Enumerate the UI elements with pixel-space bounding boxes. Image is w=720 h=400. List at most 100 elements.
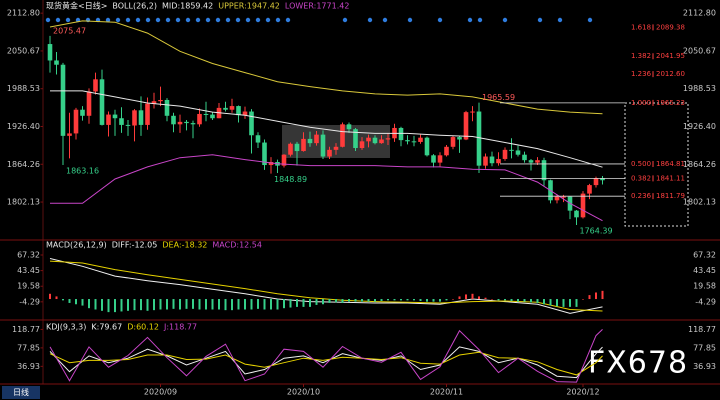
candle-body xyxy=(405,140,410,142)
histogram-bar xyxy=(510,299,513,301)
signal-dot xyxy=(215,17,221,23)
indicator-name: BOLL(26,2) xyxy=(112,2,157,11)
fib-ratio: 1.000 xyxy=(631,99,651,107)
signal-dot xyxy=(65,17,71,23)
y-tick-label: 19.58 xyxy=(17,282,40,291)
histogram-bar xyxy=(146,299,149,311)
signal-dot xyxy=(175,17,181,23)
histogram-bar xyxy=(335,299,337,303)
histogram-bar xyxy=(367,299,370,302)
fib-ratio: 0.500 xyxy=(631,160,651,168)
histogram-bar xyxy=(263,299,266,310)
y-tick-label: 1864.26 xyxy=(683,160,716,169)
candle-body xyxy=(99,79,105,125)
low-label: 1863.16 xyxy=(66,166,99,175)
candle-body xyxy=(554,196,560,201)
signal-dot xyxy=(342,17,348,23)
histogram-bar xyxy=(75,299,77,305)
candle-body xyxy=(242,111,248,116)
histogram-bar xyxy=(432,299,435,302)
signal-dot xyxy=(145,17,151,23)
candle-body xyxy=(47,44,53,61)
signal-dot xyxy=(55,17,61,23)
panel xyxy=(49,258,604,314)
y-tick-label: 2112.80 xyxy=(683,9,716,18)
histogram-bar xyxy=(406,299,409,301)
histogram-bar xyxy=(517,299,519,302)
signal-dot xyxy=(185,17,191,23)
candle-body xyxy=(106,114,111,125)
candle-body xyxy=(158,99,163,102)
histogram-bar xyxy=(328,299,331,303)
period-button-bg[interactable] xyxy=(2,386,40,399)
histogram-bar xyxy=(419,299,422,301)
histogram-bar xyxy=(491,299,493,300)
histogram-bar xyxy=(562,299,565,307)
candle-body xyxy=(307,138,313,144)
x-tick-label: 2020/11 xyxy=(430,388,463,397)
histogram-bar xyxy=(497,299,500,301)
legend-entry: MID:1859.42 xyxy=(162,2,213,11)
signal-dot xyxy=(45,17,51,23)
fib-level: 2012.60 xyxy=(656,70,685,78)
candle-body xyxy=(288,143,293,155)
histogram-bar xyxy=(569,299,571,307)
y-tick-label: 118.77 xyxy=(12,325,40,334)
histogram-bar xyxy=(439,299,441,302)
candle-body xyxy=(489,156,495,164)
y-tick-label: 67.32 xyxy=(693,250,716,259)
histogram-bar xyxy=(387,299,389,301)
signal-dot xyxy=(105,17,111,23)
candle-body xyxy=(574,210,579,218)
candle-body xyxy=(522,154,527,161)
candle-body xyxy=(281,154,287,166)
legend-entry: DEA:-18.32 xyxy=(162,241,207,250)
histogram-bar xyxy=(159,299,162,310)
legend-entry: K:79.67 xyxy=(91,323,122,332)
histogram-bar xyxy=(205,299,207,310)
signal-dot xyxy=(502,17,508,23)
period-button[interactable]: 日线 xyxy=(13,387,29,397)
series-line xyxy=(49,258,603,314)
histogram-bar xyxy=(575,299,578,307)
histogram-bar xyxy=(595,292,597,300)
signal-dot xyxy=(382,17,388,23)
candle-body xyxy=(541,160,547,181)
candle-body xyxy=(151,101,157,104)
histogram-bar xyxy=(166,299,168,310)
legend-entry: DIFF:-12.05 xyxy=(112,241,158,250)
histogram-bar xyxy=(211,299,214,310)
histogram-bar xyxy=(88,299,90,309)
fib-ratio: 0.236 xyxy=(631,192,652,200)
histogram-bar xyxy=(153,299,155,311)
candle-body xyxy=(93,79,98,92)
candle-body xyxy=(431,155,436,163)
candle-body xyxy=(470,111,475,113)
candle-body xyxy=(411,141,417,143)
histogram-bar xyxy=(127,299,129,311)
y-tick-label: 2050.67 xyxy=(7,46,40,55)
signal-dot xyxy=(285,17,291,23)
signal-dot xyxy=(255,17,261,23)
histogram-bar xyxy=(380,299,383,301)
histogram-bar xyxy=(543,299,545,305)
candle-body xyxy=(353,129,358,149)
y-tick-label: 1802.13 xyxy=(683,198,716,207)
signal-dot xyxy=(265,17,271,23)
candle-body xyxy=(418,137,423,142)
histogram-bar xyxy=(588,295,591,300)
histogram-bar xyxy=(120,299,123,312)
y-tick-label: 36.93 xyxy=(693,362,716,371)
candle-body xyxy=(301,138,306,152)
histogram-bar xyxy=(322,299,324,305)
candle-body xyxy=(86,91,92,116)
low-label: 1848.89 xyxy=(274,175,307,184)
panel xyxy=(47,20,605,225)
candle-body xyxy=(203,113,209,115)
candle-body xyxy=(223,107,228,110)
histogram-bar xyxy=(504,299,506,301)
candle-body xyxy=(236,106,241,116)
histogram-bar xyxy=(393,299,396,301)
candle-body xyxy=(496,158,501,164)
